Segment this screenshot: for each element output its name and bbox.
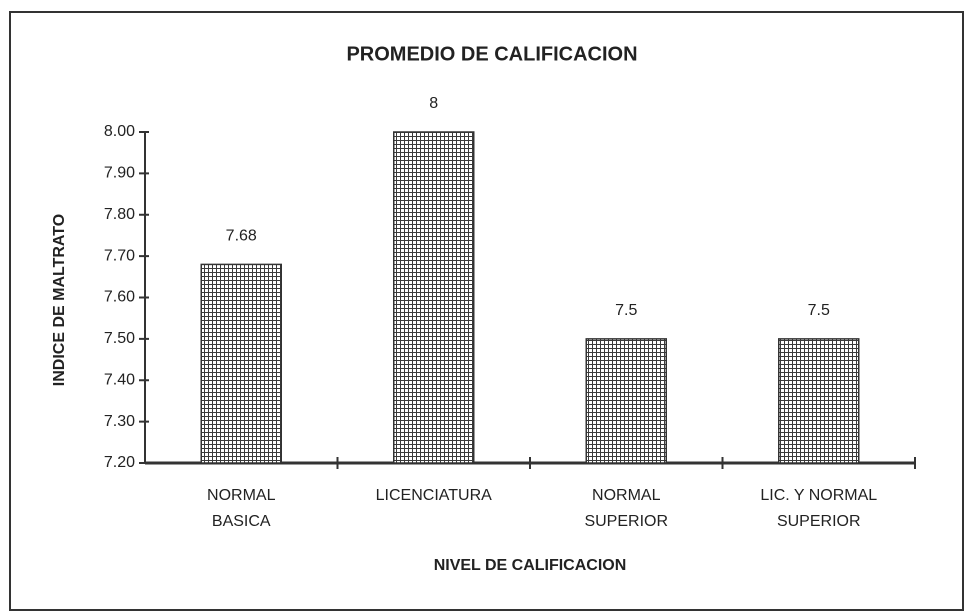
data-label: 7.5 — [808, 302, 830, 319]
data-label: 7.5 — [615, 302, 637, 319]
x-axis-label: NIVEL DE CALIFICACION — [434, 557, 627, 574]
y-tick-label: 7.70 — [104, 247, 135, 264]
data-label: 8 — [429, 95, 438, 112]
bar — [393, 131, 475, 464]
x-tick-label: LICENCIATURA — [375, 487, 492, 504]
x-tick-label: NORMAL BASICA — [207, 487, 276, 530]
y-tick-label: 7.40 — [104, 371, 135, 388]
y-tick-label: 7.50 — [104, 330, 135, 347]
frame — [9, 11, 964, 611]
bar — [200, 263, 282, 464]
bar — [778, 338, 860, 464]
y-axis-label: INDICE DE MALTRATO — [51, 214, 68, 386]
y-tick-label: 7.30 — [104, 413, 135, 430]
y-tick-label: 7.60 — [104, 289, 135, 306]
x-tick-label: NORMAL SUPERIOR — [584, 487, 669, 530]
y-tick-label: 7.80 — [104, 206, 135, 223]
x-tick-label: LIC. Y NORMAL SUPERIOR — [760, 487, 878, 530]
y-tick-label: 7.90 — [104, 165, 135, 182]
y-tick-label: 7.20 — [104, 454, 135, 471]
y-tick-label: 8.00 — [104, 123, 135, 140]
bar — [585, 338, 667, 464]
chart-title: PROMEDIO DE CALIFICACION — [346, 43, 637, 65]
data-label: 7.68 — [226, 228, 257, 245]
